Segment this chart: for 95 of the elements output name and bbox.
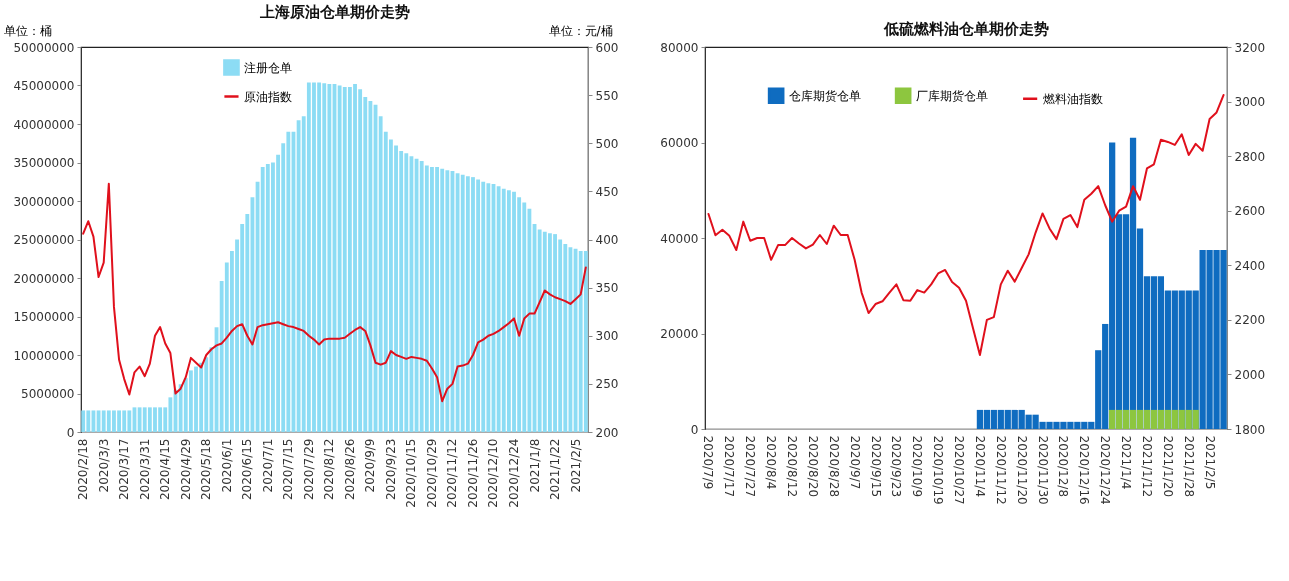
y-tick-label: 15000000 — [13, 310, 75, 324]
y-tick-label: 5000000 — [21, 387, 75, 401]
x-tick-label: 2020/10/9 — [910, 435, 925, 498]
y-tick-label: 80000 — [660, 40, 699, 55]
x-tick-label: 2020/9/15 — [868, 435, 883, 498]
y2-tick-label: 2600 — [1234, 204, 1266, 219]
x-tick-label: 2021/1/28 — [1181, 435, 1196, 498]
x-tick-label: 2020/4/29 — [178, 438, 193, 501]
x-tick-label: 2020/3/17 — [117, 438, 132, 501]
y-tick-label: 20000000 — [13, 271, 75, 286]
y-tick-label: 0 — [66, 425, 75, 440]
legend-label: 注册仓单 — [243, 60, 292, 75]
y2-axis-title: 单位：元/桶 — [548, 23, 613, 38]
y2-tick-label: 200 — [595, 425, 619, 440]
x-tick-label: 2020/11/20 — [1014, 435, 1029, 505]
x-tick-label: 2021/1/4 — [1119, 435, 1134, 490]
x-tick-label: 2020/9/23 — [889, 435, 904, 498]
x-tick-label: 2020/3/31 — [137, 438, 152, 501]
x-tick-label: 2020/12/10 — [486, 438, 501, 508]
x-tick-label: 2021/1/8 — [527, 438, 542, 493]
x-tick-label: 2020/12/24 — [507, 438, 522, 508]
x-tick-label: 2020/8/20 — [805, 435, 820, 498]
y2-tick-label: 500 — [595, 136, 619, 151]
y2-tick-label: 3200 — [1234, 40, 1266, 55]
x-tick-label: 2020/8/12 — [785, 435, 799, 498]
y-tick-label: 25000000 — [13, 233, 75, 247]
x-tick-label: 2020/8/12 — [322, 438, 337, 501]
y-tick-label: 40000000 — [13, 117, 75, 132]
y-tick-label: 10000000 — [13, 348, 75, 363]
y2-tick-label: 2400 — [1234, 258, 1266, 273]
y2-tick-label: 400 — [595, 233, 619, 247]
x-tick-label: 2020/10/27 — [952, 435, 967, 505]
y-tick-label: 60000 — [660, 136, 699, 150]
x-tick-label: 2020/10/19 — [931, 435, 946, 505]
x-tick-label: 2020/3/3 — [96, 438, 111, 493]
x-tick-label: 2020/2/18 — [76, 438, 91, 501]
x-tick-label: 2020/6/15 — [240, 438, 255, 501]
x-tick-label: 2020/12/8 — [1056, 435, 1071, 498]
y2-tick-label: 2000 — [1234, 367, 1266, 382]
x-tick-label: 2020/5/18 — [199, 438, 214, 501]
x-tick-label: 2020/12/16 — [1077, 435, 1092, 505]
x-tick-label: 2020/4/15 — [158, 438, 173, 501]
chart-title: 低硫燃料油仓单期价走势 — [882, 20, 1049, 38]
y-tick-label: 0 — [690, 422, 699, 437]
x-tick-label: 2021/1/12 — [1139, 435, 1154, 498]
y-tick-label: 20000 — [660, 327, 699, 341]
x-tick-label: 2020/8/26 — [342, 438, 357, 501]
y-tick-label: 30000000 — [13, 194, 75, 209]
y2-tick-label: 300 — [595, 329, 619, 344]
y-tick-label: 50000000 — [13, 40, 75, 55]
x-tick-label: 2020/9/9 — [363, 438, 378, 493]
bar — [583, 251, 588, 432]
legend-label: 原油指数 — [243, 89, 292, 104]
legend-label: 仓库期货仓单 — [788, 88, 861, 103]
x-tick-label: 2020/7/17 — [722, 435, 737, 498]
x-tick-label: 2021/1/20 — [1160, 435, 1175, 498]
x-tick-label: 2021/2/5 — [568, 438, 583, 493]
x-tick-label: 2020/11/12 — [993, 435, 1008, 505]
x-tick-label: 2020/9/23 — [383, 438, 398, 501]
bar — [81, 410, 86, 432]
y2-tick-label: 250 — [595, 377, 619, 392]
x-tick-label: 2020/10/29 — [424, 438, 439, 508]
x-tick-label: 2020/8/4 — [764, 435, 779, 490]
y-tick-label: 35000000 — [13, 156, 75, 170]
y2-tick-label: 1800 — [1234, 422, 1266, 437]
x-tick-label: 2020/8/28 — [826, 435, 841, 498]
x-tick-label: 2020/7/29 — [301, 438, 316, 501]
chart-title: 上海原油仓单期价走势 — [258, 3, 410, 21]
x-tick-label: 2020/7/1 — [260, 438, 275, 493]
x-tick-label: 2020/12/24 — [1098, 435, 1113, 505]
x-tick-label: 2020/7/27 — [743, 435, 758, 498]
y2-tick-label: 450 — [595, 184, 619, 199]
legend-label: 厂库期货仓单 — [915, 88, 988, 103]
y-tick-label: 40000 — [660, 231, 699, 246]
y2-tick-label: 550 — [595, 88, 619, 103]
line-series — [82, 182, 587, 403]
x-tick-label: 2020/10/15 — [404, 438, 419, 508]
x-tick-label: 2020/11/30 — [1035, 435, 1050, 505]
y2-tick-label: 600 — [595, 40, 619, 55]
x-tick-label: 2021/2/5 — [1202, 435, 1217, 490]
x-tick-label: 2020/6/1 — [219, 438, 234, 493]
x-tick-label: 2021/1/22 — [548, 438, 563, 501]
x-tick-label: 2020/7/15 — [281, 438, 296, 501]
x-tick-label: 2020/7/9 — [701, 435, 716, 490]
x-tick-label: 2020/9/7 — [847, 435, 862, 490]
x-tick-label: 2020/11/4 — [972, 435, 987, 498]
x-tick-label: 2020/11/26 — [465, 438, 480, 508]
y2-tick-label: 2800 — [1234, 149, 1266, 164]
y-tick-label: 45000000 — [13, 79, 75, 93]
y2-tick-label: 2200 — [1234, 313, 1266, 328]
y2-tick-label: 350 — [595, 281, 619, 296]
legend-label: 燃料油指数 — [1042, 91, 1103, 106]
y2-tick-label: 3000 — [1234, 95, 1266, 110]
x-tick-label: 2020/11/12 — [445, 438, 460, 508]
y-axis-title: 单位：桶 — [3, 23, 52, 38]
